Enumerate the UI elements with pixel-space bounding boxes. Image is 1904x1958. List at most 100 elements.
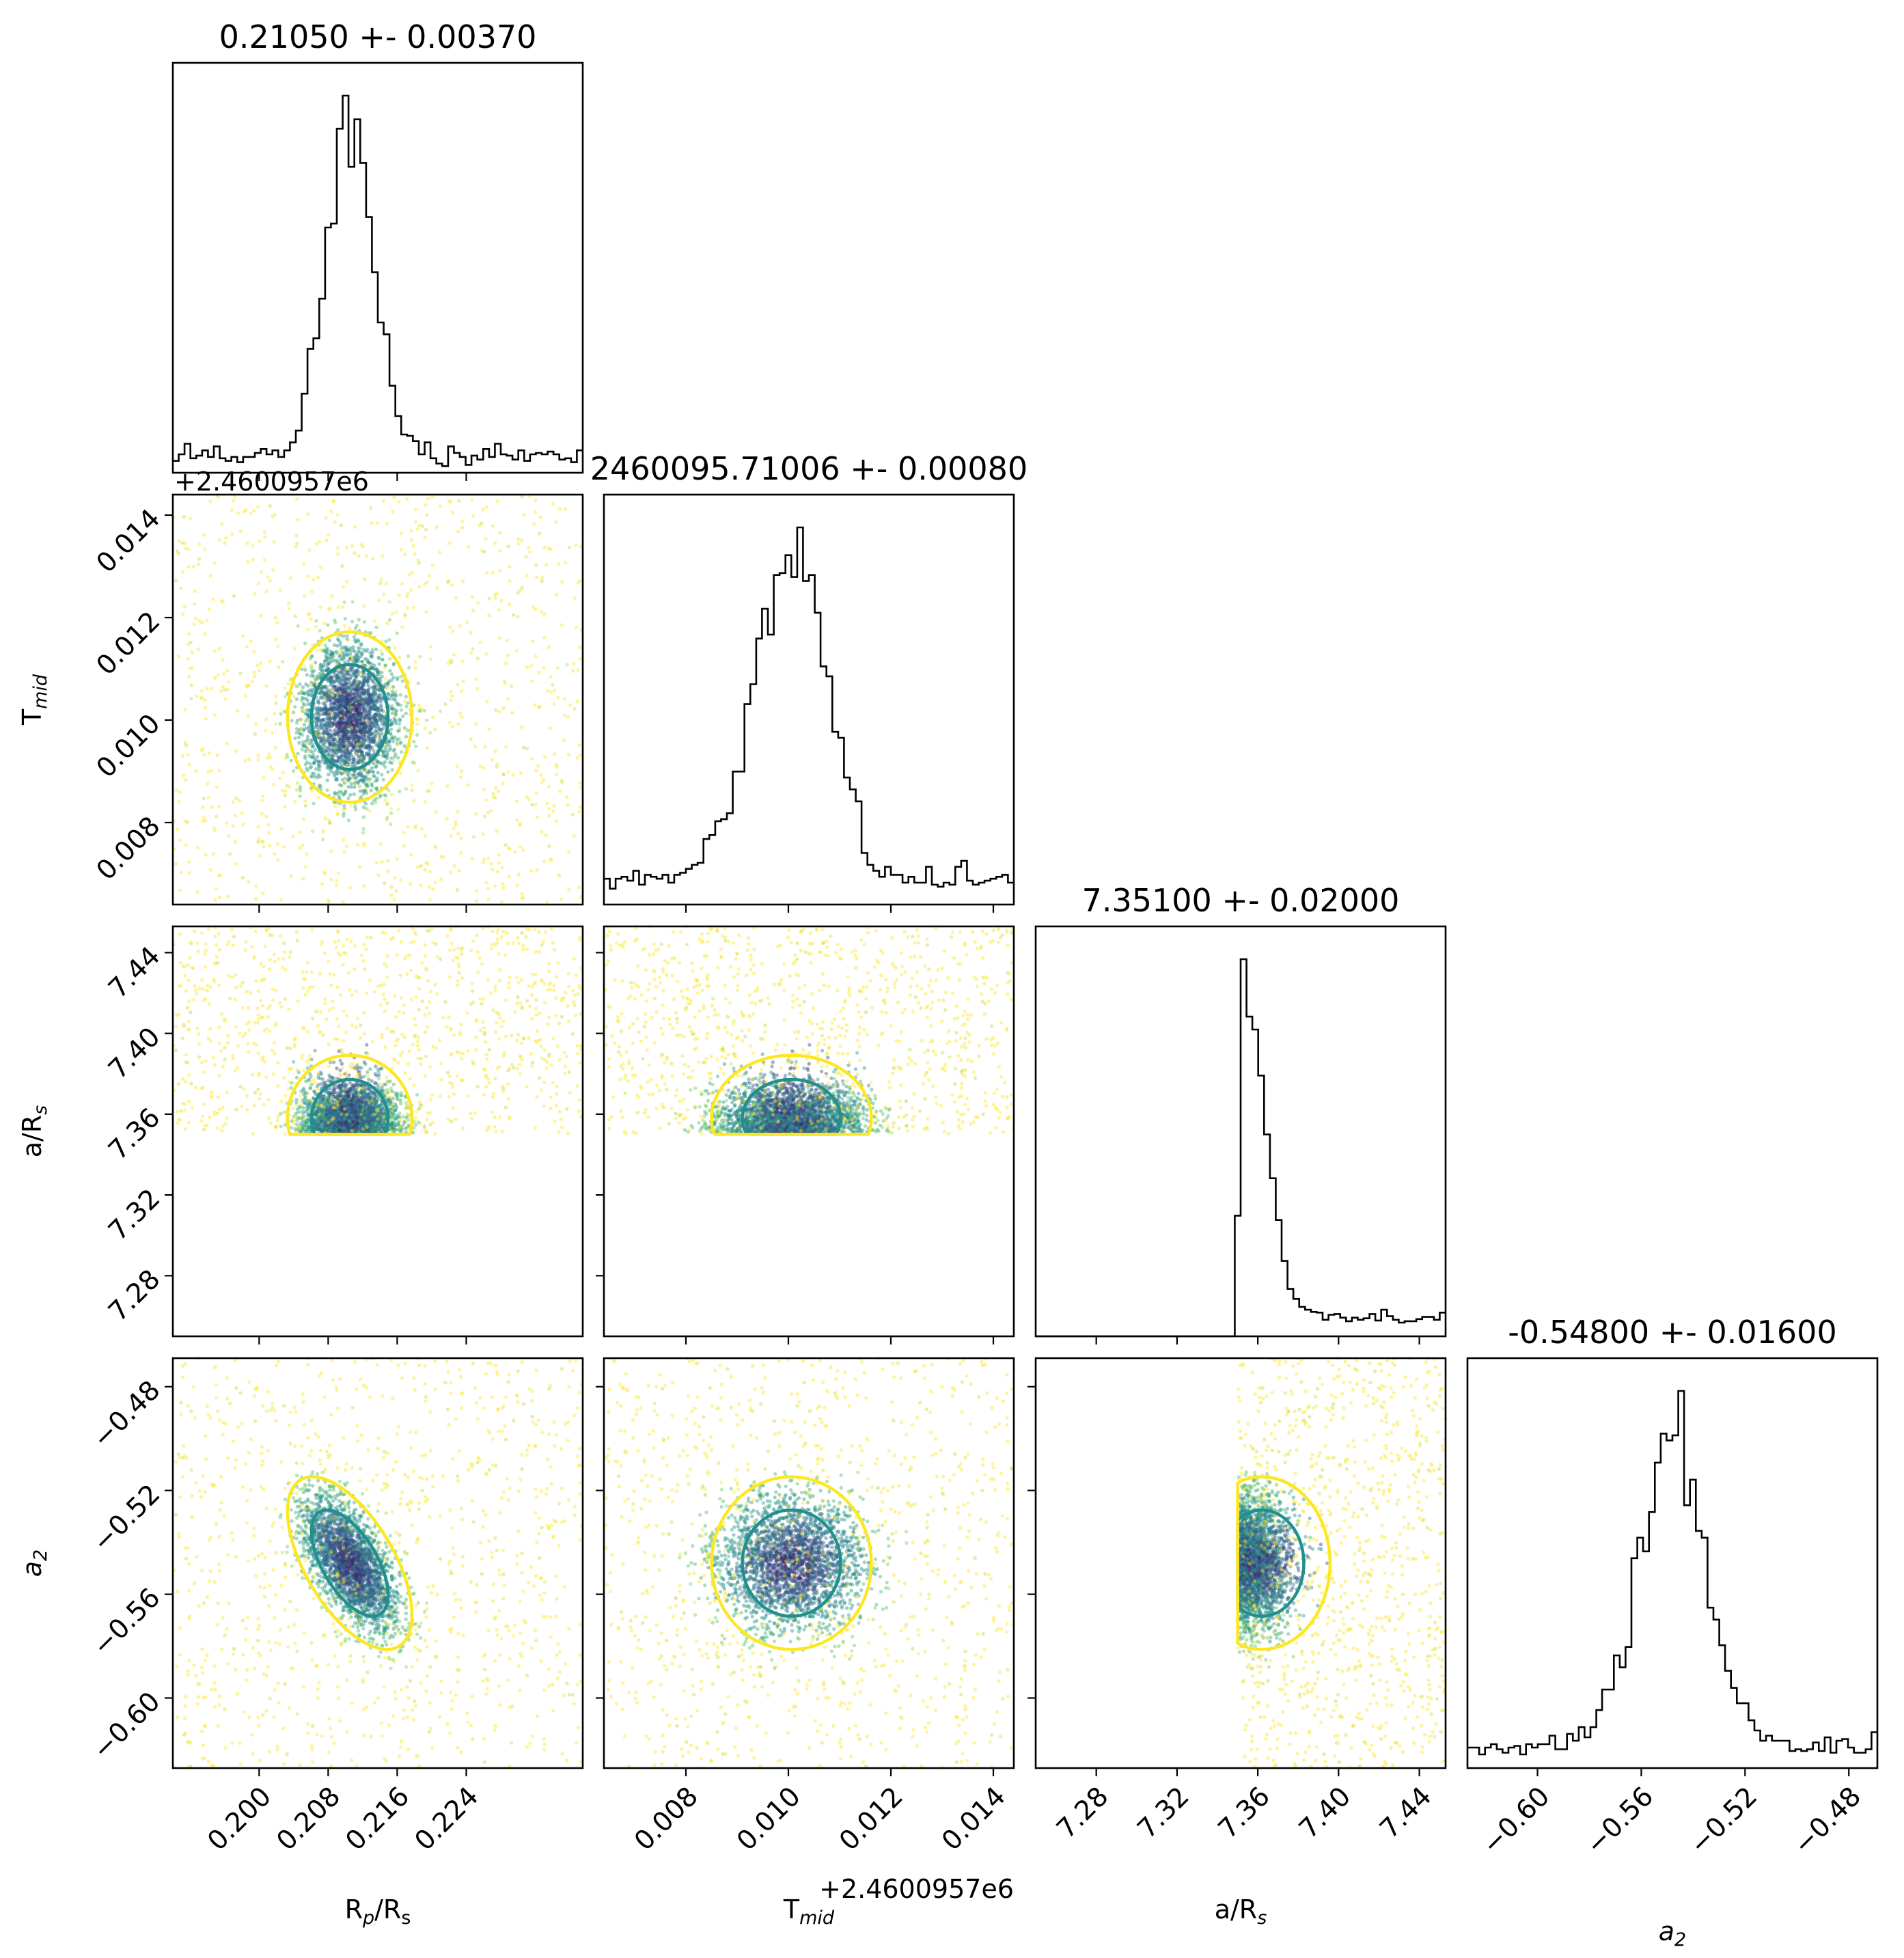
scatter-point (316, 719, 320, 723)
scatter-point (343, 710, 347, 715)
scatter-point (378, 727, 382, 732)
scatter-point (383, 716, 387, 720)
scatter-point (205, 782, 210, 786)
scatter-point (342, 814, 346, 818)
scatter-point (284, 756, 288, 760)
scatter-point (208, 499, 212, 504)
scatter-point (368, 777, 372, 782)
scatter-point (340, 669, 344, 673)
scatter-point (258, 853, 262, 858)
scatter-point (381, 777, 385, 782)
scatter-point (316, 795, 320, 800)
scatter-point (506, 697, 510, 701)
scatter-point (203, 698, 207, 702)
scatter-point (334, 883, 339, 887)
scatter-point (256, 825, 260, 829)
scatter-point (385, 818, 389, 822)
scatter-point (458, 624, 462, 628)
scatter-point (355, 729, 360, 733)
scatter-point (547, 814, 551, 818)
scatter-point (390, 707, 394, 711)
scatter-point (318, 629, 322, 633)
scatter-point (213, 898, 217, 902)
scatter-point (345, 698, 349, 702)
scatter-point (266, 823, 271, 827)
scatter-point (450, 583, 454, 588)
scatter-point (309, 674, 314, 678)
scatter-point (368, 677, 372, 681)
scatter-point (360, 695, 364, 699)
scatter-point (365, 769, 370, 774)
scatter-point (530, 803, 534, 807)
scatter-point (356, 687, 360, 691)
scatter-point (387, 618, 392, 622)
scatter-point (339, 784, 344, 788)
scatter-point (307, 611, 312, 616)
scatter-point (547, 844, 551, 849)
scatter-point (357, 618, 361, 622)
scatter-point (355, 842, 360, 847)
scatter-point (471, 609, 475, 613)
scatter-point (339, 789, 343, 794)
scatter-point (349, 782, 353, 786)
scatter-point (189, 696, 193, 701)
scatter-point (182, 514, 187, 519)
scatter-point (331, 754, 335, 758)
scatter-point (344, 760, 348, 764)
scatter-point (344, 789, 348, 793)
scatter-point (335, 644, 340, 648)
scatter-point (372, 773, 376, 778)
scatter-point (374, 725, 378, 730)
scatter-point (506, 544, 510, 549)
scatter-point (385, 743, 389, 747)
scatter-point (455, 764, 460, 769)
scatter-point (402, 744, 406, 748)
scatter-point (317, 733, 321, 738)
scatter-point (501, 772, 506, 776)
scatter-point (482, 857, 486, 861)
scatter-point (413, 660, 417, 664)
scatter-point (400, 625, 404, 629)
scatter-point (247, 757, 251, 762)
scatter-point (370, 783, 374, 787)
scatter-point (329, 702, 333, 706)
scatter-point (204, 706, 208, 710)
scatter-point (261, 892, 265, 896)
scatter-point (283, 793, 287, 798)
scatter-point (443, 702, 447, 706)
scatter-point (276, 644, 280, 648)
scatter-point (372, 619, 377, 623)
scatter-point (470, 498, 474, 503)
scatter-point (178, 838, 182, 842)
scatter-point (325, 788, 329, 792)
scatter-point (342, 702, 346, 707)
scatter-point (388, 669, 392, 673)
scatter-point (398, 693, 402, 697)
scatter-point (331, 738, 336, 742)
scatter-point (388, 718, 393, 722)
scatter-point (332, 773, 337, 778)
scatter-point (340, 605, 344, 609)
scatter-point (357, 717, 361, 722)
scatter-point (266, 831, 271, 835)
scatter-point (576, 668, 580, 672)
scatter-point (434, 525, 439, 529)
scatter-point (447, 541, 452, 545)
scatter-point (412, 799, 416, 803)
scatter-point (305, 726, 309, 730)
scatter-point (326, 691, 330, 695)
scatter-point (427, 574, 432, 578)
scatter-point (529, 869, 534, 873)
scatter-point (300, 747, 304, 752)
scatter-point (391, 697, 396, 701)
scatter-point (347, 720, 351, 724)
scatter-point (354, 657, 358, 661)
scatter-point (350, 730, 355, 734)
scatter-point (410, 570, 415, 575)
scatter-point (343, 695, 347, 700)
scatter-point (384, 581, 389, 585)
scatter-point (215, 754, 220, 758)
scatter-point (412, 739, 416, 744)
scatter-point (335, 879, 339, 883)
scatter-point (186, 752, 190, 757)
